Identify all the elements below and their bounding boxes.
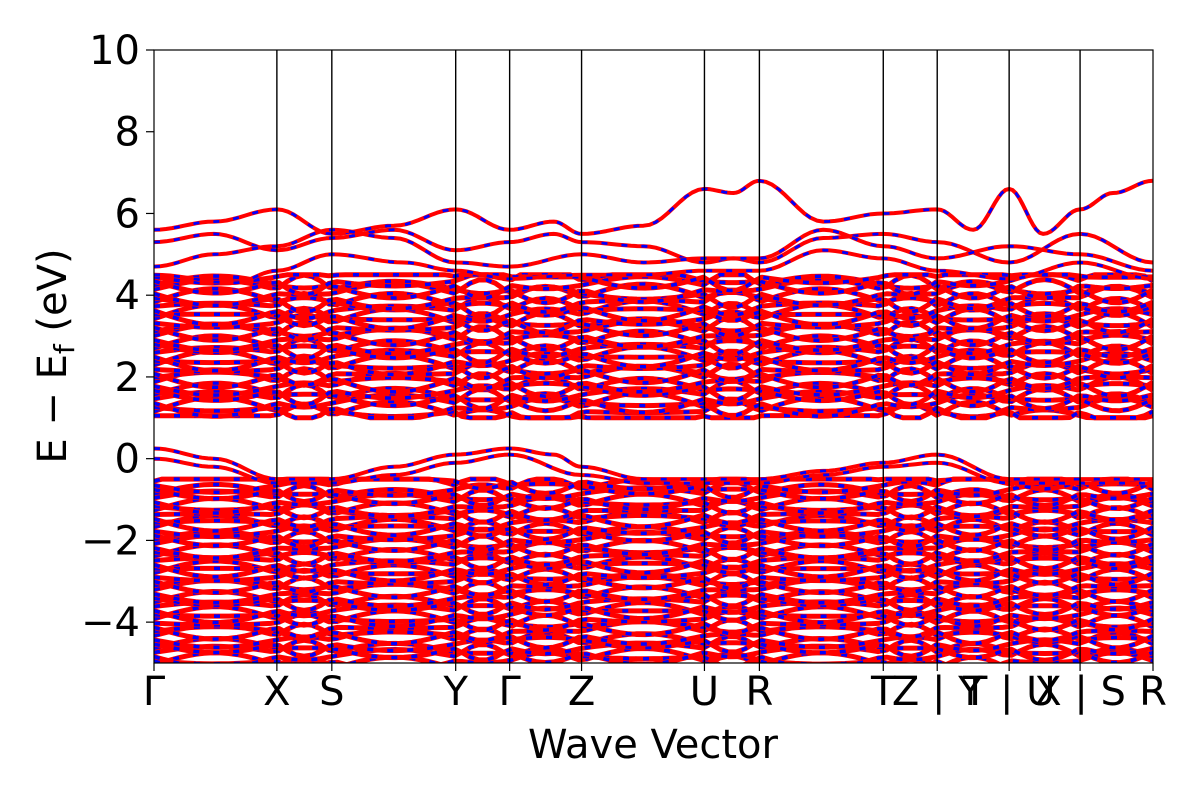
x-tick-label: R: [745, 669, 773, 715]
band-line: [154, 483, 1153, 512]
x-tick-label: U: [690, 669, 719, 715]
x-tick-label: Z | Y: [892, 669, 983, 715]
y-axis-label: E − Ef (eV): [30, 248, 81, 463]
band-line: [154, 302, 1153, 336]
band-line: [154, 248, 1153, 285]
band-line: [283, 654, 1063, 663]
band-line: [154, 477, 1153, 500]
x-tick-label: X | S: [1034, 669, 1126, 715]
x-tick-label: X: [263, 669, 290, 715]
band-line: [154, 228, 1153, 273]
band-line: [154, 637, 1153, 663]
x-tick-label: Γ: [143, 669, 166, 715]
band-line: [154, 366, 1153, 399]
band-line: [154, 329, 1153, 361]
y-tick-label: 10: [89, 28, 140, 74]
y-tick-label: 2: [115, 355, 140, 401]
y-axis-ticks: 10 8 6 4 2 0 −2 −4: [81, 28, 154, 646]
band-line: [154, 554, 1153, 584]
y-axis-label-main: E − E: [30, 354, 76, 464]
band-line: [154, 179, 1153, 236]
plot-frame: [153, 49, 1154, 664]
y-axis-label-subscript: f: [48, 343, 81, 354]
band-line: [154, 446, 1153, 482]
x-axis-label: Wave Vector: [528, 722, 779, 768]
band-line: [154, 453, 1153, 485]
band-line: [154, 512, 1153, 542]
y-tick-label: 0: [115, 437, 140, 483]
band-line: [154, 608, 1153, 638]
band-line: [154, 621, 1153, 651]
y-tick-label: 4: [115, 273, 140, 319]
x-tick-label: Γ: [498, 669, 521, 715]
x-tick-label: T: [870, 669, 896, 715]
y-axis-label-unit: (eV): [30, 248, 76, 344]
x-tick-label: S: [319, 669, 344, 715]
band-line: [154, 273, 1153, 293]
y-tick-label: 8: [115, 110, 140, 156]
band-line: [154, 375, 1153, 407]
y-tick-label: 6: [115, 191, 140, 237]
band-line: [154, 281, 1153, 315]
bands-layer: [154, 178, 1153, 663]
y-tick-label: −4: [81, 600, 140, 646]
y-tick-label: −2: [81, 518, 140, 564]
band-line: [154, 600, 1153, 629]
x-tick-label: T | U: [962, 669, 1056, 715]
x-tick-label: Z: [568, 669, 595, 715]
band-line: [154, 311, 1153, 343]
x-tick-label: R: [1139, 669, 1167, 715]
x-tick-label: Y: [442, 669, 468, 715]
kpoint-lines: [276, 50, 1081, 663]
